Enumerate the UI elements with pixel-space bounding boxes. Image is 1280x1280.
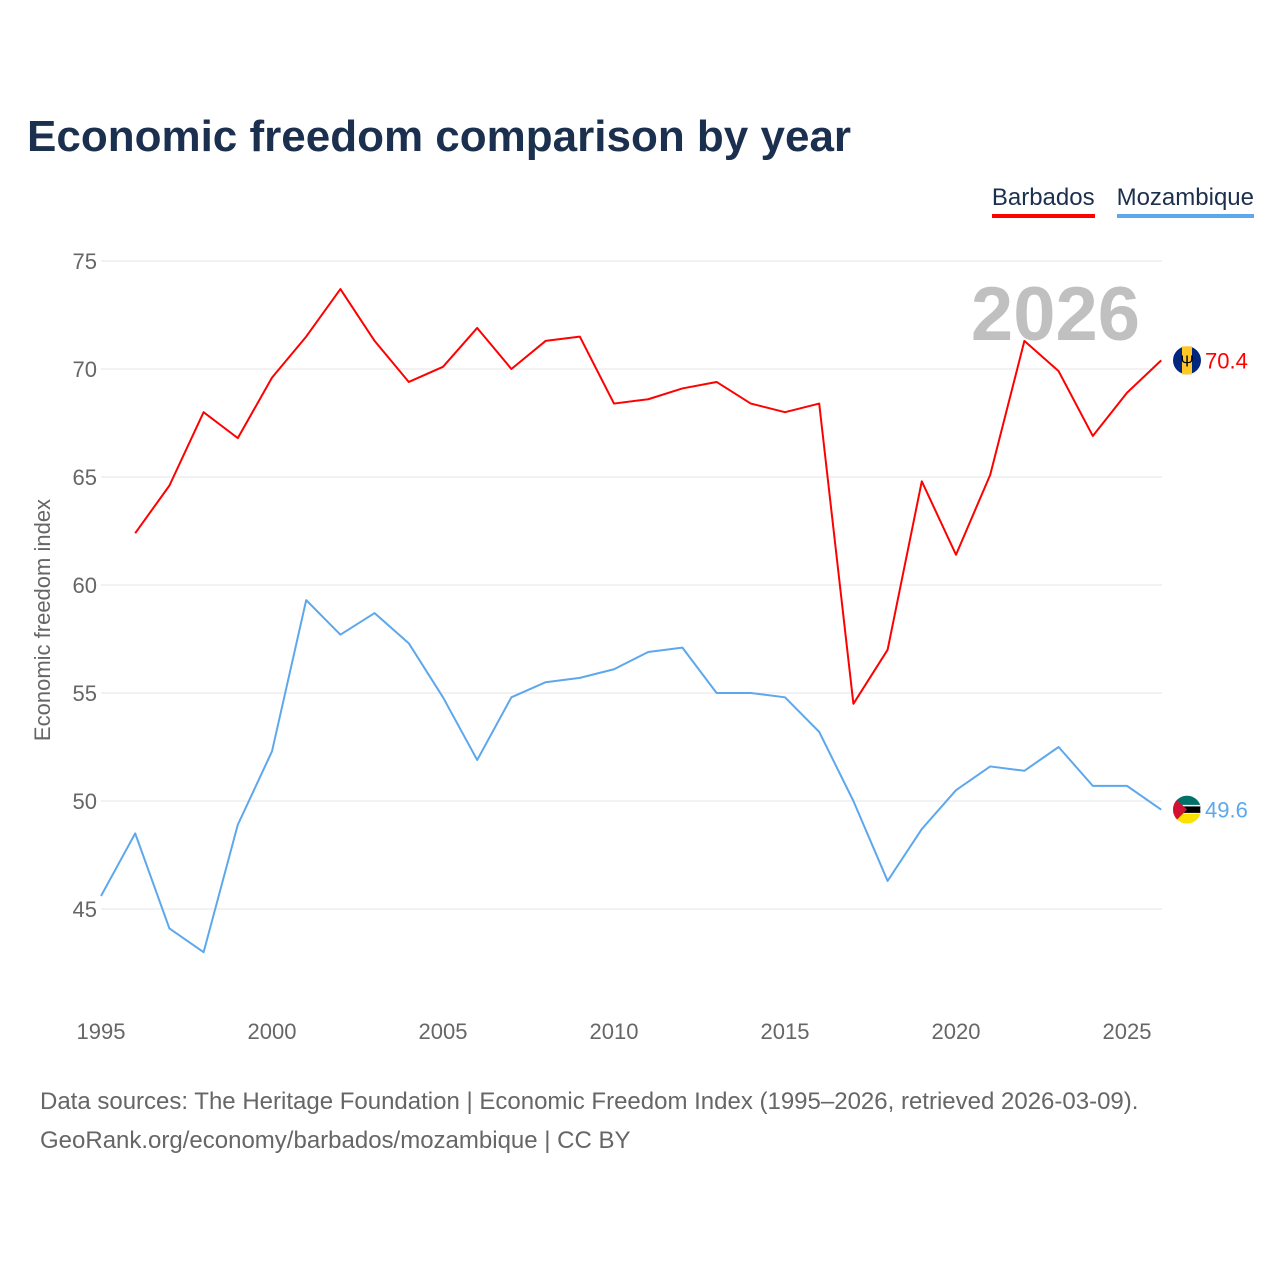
series-line-mozambique xyxy=(100,599,1162,954)
svg-text:Ψ: Ψ xyxy=(1180,353,1193,370)
y-tick-label: 60 xyxy=(73,573,97,598)
end-value-label: 70.4 xyxy=(1205,348,1248,373)
y-tick-label: 65 xyxy=(73,465,97,490)
x-tick-label: 2015 xyxy=(761,1019,810,1044)
x-tick-label: 2020 xyxy=(932,1019,981,1044)
source-url: GeoRank.org/economy/barbados/mozambique … xyxy=(40,1127,631,1154)
x-tick-label: 2000 xyxy=(248,1019,297,1044)
x-tick-label: 2025 xyxy=(1103,1019,1152,1044)
legend: Barbados Mozambique xyxy=(991,184,1254,218)
chart-title: Economic freedom comparison by year xyxy=(27,112,852,161)
x-tick-label: 2010 xyxy=(590,1019,639,1044)
barbados-flag-icon: Ψ xyxy=(1173,346,1201,375)
year-watermark: 2026 xyxy=(971,272,1140,357)
x-tick-label: 2005 xyxy=(419,1019,468,1044)
y-tick-label: 70 xyxy=(73,357,97,382)
y-tick-label: 45 xyxy=(73,897,97,922)
series-line-barbados xyxy=(134,288,1162,705)
source-line: Data sources: The Heritage Foundation | … xyxy=(40,1088,1139,1115)
mozambique-flag-icon xyxy=(1173,795,1201,824)
y-tick-label: 75 xyxy=(73,249,97,274)
x-tick-label: 1995 xyxy=(77,1019,126,1044)
y-tick-label: 55 xyxy=(73,681,97,706)
legend-item-barbados[interactable]: Barbados xyxy=(991,184,1095,218)
legend-item-mozambique[interactable]: Mozambique xyxy=(1116,184,1254,218)
end-value-label: 49.6 xyxy=(1205,798,1248,823)
y-axis-label: Economic freedom index xyxy=(30,499,55,741)
y-tick-label: 50 xyxy=(73,789,97,814)
